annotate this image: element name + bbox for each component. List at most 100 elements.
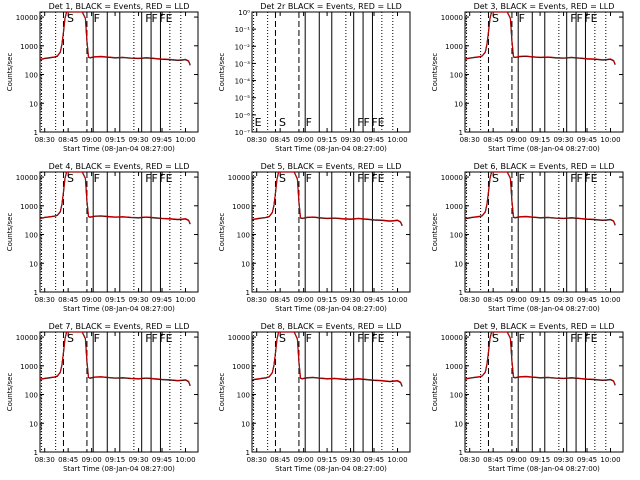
y-tick-label: 10 bbox=[241, 260, 250, 268]
event-marker-label: FF bbox=[570, 172, 583, 185]
lld-series-line bbox=[40, 332, 191, 386]
x-tick-label: 08:45 bbox=[270, 136, 290, 144]
x-axis-label: Start Time (08-Jan-04 08:27:00) bbox=[275, 305, 387, 313]
y-tick-label: 100 bbox=[450, 232, 463, 240]
x-tick-label: 09:00 bbox=[507, 456, 527, 464]
event-marker-label: S bbox=[279, 116, 286, 129]
y-tick-label: 10⁻⁷ bbox=[235, 129, 251, 137]
x-tick-label: 09:45 bbox=[364, 296, 384, 304]
event-marker-label: F bbox=[519, 332, 525, 345]
plot-frame bbox=[39, 11, 199, 133]
x-tick-label: 09:15 bbox=[317, 136, 337, 144]
event-marker-label: FF bbox=[357, 332, 370, 345]
y-tick-label: 10⁻³ bbox=[235, 60, 251, 68]
event-marker-label: FF bbox=[145, 12, 158, 25]
x-tick-label: 09:30 bbox=[340, 296, 360, 304]
lld-series-line bbox=[465, 12, 616, 65]
y-axis-label: Counts/sec bbox=[431, 373, 439, 412]
y-tick-label: 100 bbox=[237, 392, 250, 400]
event-marker-label: S bbox=[279, 332, 286, 345]
y-tick-label: 10000 bbox=[441, 334, 463, 342]
event-marker-label: S bbox=[279, 172, 286, 185]
event-marker-label: S bbox=[492, 172, 499, 185]
event-marker-label: FE bbox=[371, 116, 384, 129]
y-tick-label: 10 bbox=[29, 260, 38, 268]
x-tick-label: 10:00 bbox=[387, 136, 407, 144]
x-tick-label: 08:45 bbox=[483, 136, 503, 144]
event-marker-label: E bbox=[255, 116, 262, 129]
x-tick-label: 10:00 bbox=[387, 456, 407, 464]
x-axis-label: Start Time (08-Jan-04 08:27:00) bbox=[63, 465, 175, 473]
y-tick-label: 1000 bbox=[20, 43, 38, 51]
y-tick-label: 10⁻⁵ bbox=[235, 95, 251, 103]
x-tick-label: 08:30 bbox=[247, 136, 267, 144]
detector-panel-1: Det 1, BLACK = Events, RED = LLD 1 10 100 10… bbox=[6, 2, 199, 153]
y-axis-label: Counts/sec bbox=[218, 213, 226, 252]
x-tick-label: 09:15 bbox=[530, 456, 550, 464]
event-marker-label: FF bbox=[357, 172, 370, 185]
x-tick-label: 08:30 bbox=[35, 296, 55, 304]
x-tick-label: 10:00 bbox=[175, 296, 195, 304]
y-tick-label: 10000 bbox=[441, 174, 463, 182]
event-marker-label: F bbox=[519, 172, 525, 185]
event-marker-label: F bbox=[94, 12, 100, 25]
panel-title: Det 5, BLACK = Events, RED = LLD bbox=[261, 162, 402, 171]
x-tick-label: 09:15 bbox=[317, 456, 337, 464]
x-tick-label: 08:45 bbox=[58, 296, 78, 304]
y-axis-label: Counts/sec bbox=[6, 373, 14, 412]
y-tick-label: 1 bbox=[246, 449, 250, 457]
x-tick-label: 09:15 bbox=[530, 136, 550, 144]
y-tick-label: 10000 bbox=[441, 14, 463, 22]
y-tick-label: 10 bbox=[241, 420, 250, 428]
event-marker-label: FE bbox=[584, 332, 597, 345]
y-axis-label: Counts/sec bbox=[431, 53, 439, 92]
x-tick-label: 10:00 bbox=[175, 136, 195, 144]
x-tick-label: 09:15 bbox=[530, 296, 550, 304]
y-tick-label: 1 bbox=[34, 289, 38, 297]
plot-frame bbox=[251, 171, 411, 293]
event-marker-label: FE bbox=[584, 172, 597, 185]
plot-frame bbox=[464, 171, 624, 293]
y-axis-label: Counts/sec bbox=[218, 373, 226, 412]
x-tick-label: 09:30 bbox=[340, 136, 360, 144]
x-tick-label: 08:45 bbox=[58, 456, 78, 464]
y-tick-label: 10⁻⁶ bbox=[235, 112, 251, 120]
x-tick-label: 08:45 bbox=[270, 456, 290, 464]
y-tick-label: 100 bbox=[450, 392, 463, 400]
lld-series-line bbox=[40, 172, 191, 224]
x-tick-label: 09:15 bbox=[317, 296, 337, 304]
panel-title: Det 6, BLACK = Events, RED = LLD bbox=[474, 162, 615, 171]
x-tick-label: 09:45 bbox=[152, 456, 172, 464]
x-tick-label: 08:45 bbox=[483, 456, 503, 464]
lld-series-line bbox=[465, 332, 616, 385]
panel-title: Det 2r BLACK = Events, RED = LLD bbox=[260, 2, 402, 11]
x-axis-label: Start Time (08-Jan-04 08:27:00) bbox=[488, 145, 600, 153]
y-tick-label: 10⁰ bbox=[238, 9, 250, 17]
x-tick-label: 08:45 bbox=[483, 296, 503, 304]
event-marker-label: S bbox=[492, 12, 499, 25]
y-tick-label: 10000 bbox=[228, 174, 250, 182]
plot-frame bbox=[464, 331, 624, 453]
detector-panel-4: Det 4, BLACK = Events, RED = LLD 1 10 100 10… bbox=[6, 162, 199, 313]
x-tick-label: 08:30 bbox=[460, 136, 480, 144]
y-tick-label: 10 bbox=[29, 100, 38, 108]
x-tick-label: 09:30 bbox=[340, 456, 360, 464]
event-marker-label: FE bbox=[584, 12, 597, 25]
y-tick-label: 1 bbox=[459, 289, 463, 297]
x-tick-label: 09:15 bbox=[105, 456, 125, 464]
x-tick-label: 10:00 bbox=[600, 456, 620, 464]
y-tick-label: 1000 bbox=[232, 363, 250, 371]
x-tick-label: 09:30 bbox=[128, 136, 148, 144]
event-marker-label: S bbox=[492, 332, 499, 345]
event-marker-label: FE bbox=[159, 172, 172, 185]
y-tick-label: 10000 bbox=[16, 174, 38, 182]
y-tick-label: 100 bbox=[25, 232, 38, 240]
y-tick-label: 100 bbox=[25, 392, 38, 400]
y-tick-label: 10⁻² bbox=[235, 43, 251, 51]
x-tick-label: 10:00 bbox=[600, 136, 620, 144]
event-marker-label: FF bbox=[145, 172, 158, 185]
event-marker-label: FE bbox=[371, 332, 384, 345]
x-tick-label: 09:30 bbox=[553, 296, 573, 304]
y-tick-label: 1000 bbox=[20, 203, 38, 211]
y-tick-label: 1000 bbox=[445, 203, 463, 211]
